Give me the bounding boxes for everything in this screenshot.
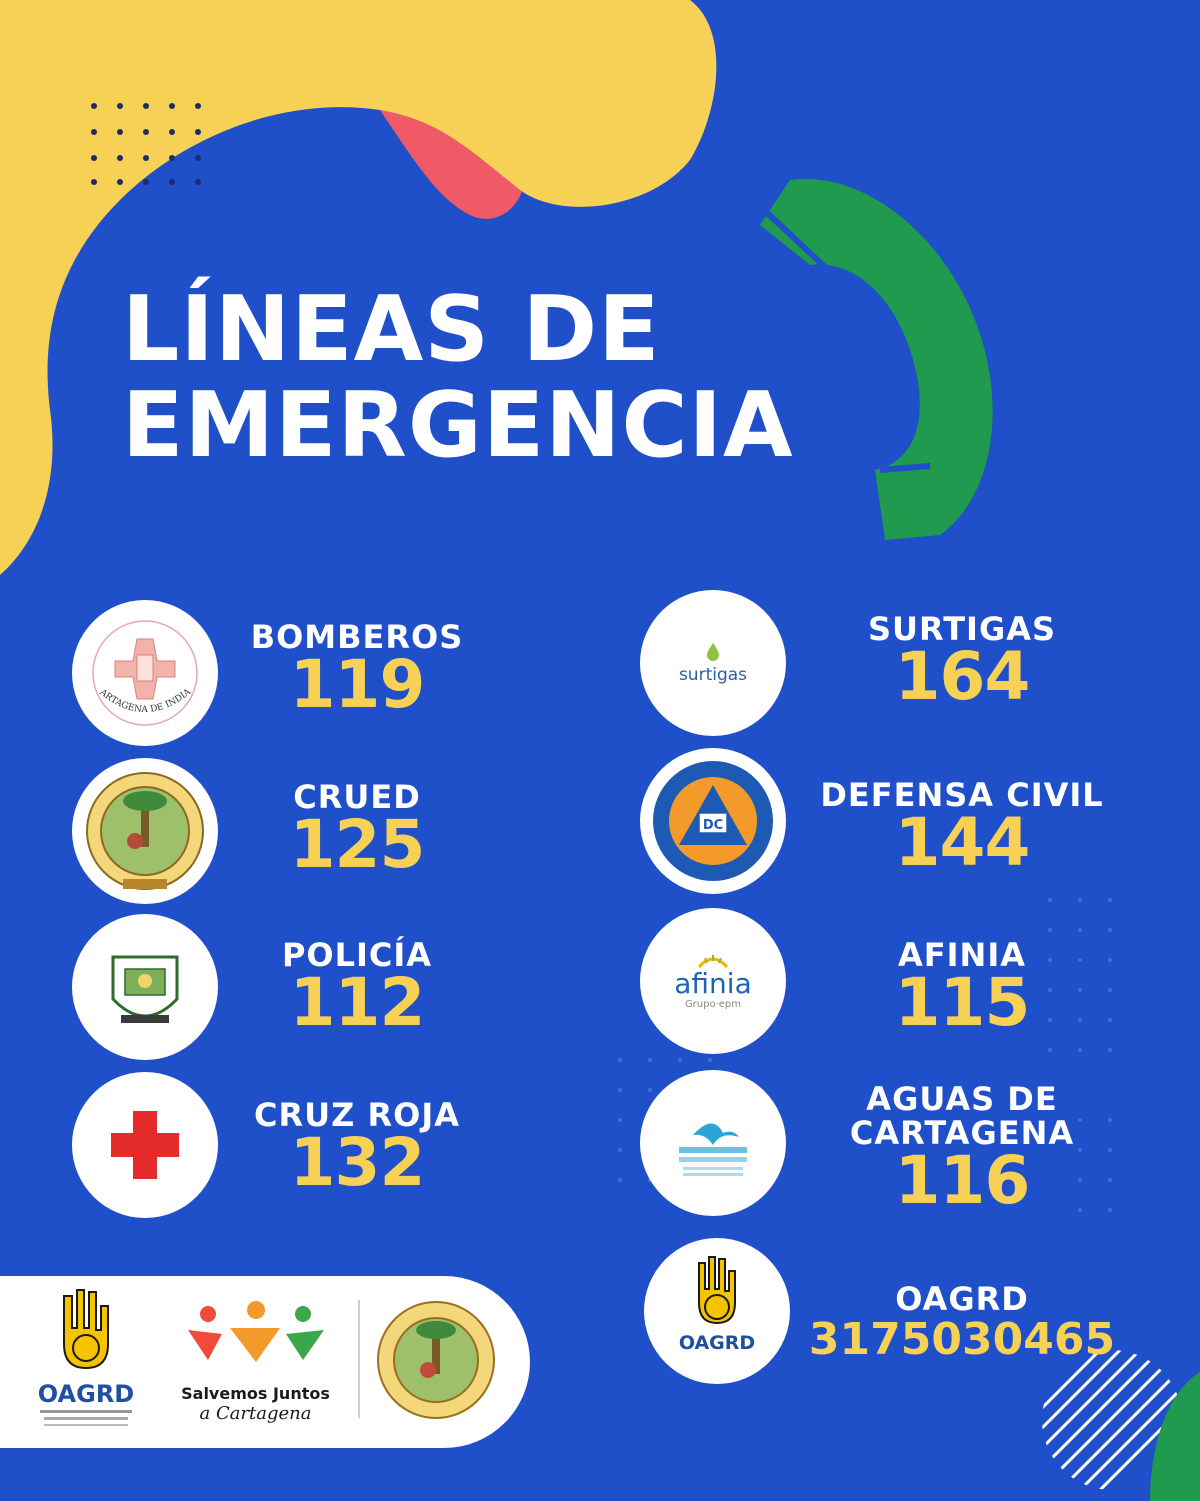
salvemos-people-icon	[188, 1301, 324, 1362]
defensa-civil-logo: DC	[640, 748, 786, 894]
crued-number[interactable]: 125	[289, 806, 426, 883]
afinia-entry: AFINIA 115	[826, 936, 1098, 1041]
surtigas-logo-text: surtigas	[678, 665, 748, 685]
cruz-roja-number[interactable]: 132	[289, 1124, 426, 1201]
afinia-logo-sub: Grupo·epm	[684, 998, 742, 1010]
crued-entry: CRUED 125	[226, 778, 488, 883]
salvemos-juntos-logo: Salvemos Juntos a Cartagena	[168, 1300, 343, 1430]
oagrd-entry: OAGRD 3175030465	[796, 1282, 1128, 1364]
policia-entry: POLICÍA 112	[226, 936, 488, 1041]
red-cross-icon	[72, 1072, 218, 1218]
aguas-name-line-2: CARTAGENA	[849, 1114, 1075, 1152]
svg-text:OAGRD: OAGRD	[38, 1380, 134, 1408]
afinia-sun-icon	[697, 954, 729, 968]
surtigas-logo: surtigas	[640, 590, 786, 736]
surtigas-name: SURTIGAS	[867, 610, 1057, 648]
surtigas-number[interactable]: 164	[894, 638, 1031, 715]
salvemos-text-line-1: Salvemos Juntos	[181, 1384, 330, 1403]
footer-cartagena-seal	[374, 1298, 498, 1422]
afinia-logo-text: afinia	[674, 966, 752, 1000]
cruz-roja-entry: CRUZ ROJA 132	[226, 1096, 488, 1201]
policia-number[interactable]: 112	[289, 964, 426, 1041]
salvemos-text-line-2: a Cartagena	[199, 1403, 312, 1424]
crued-name: CRUED	[293, 778, 421, 816]
surtigas-drop-icon	[706, 643, 719, 661]
cartagena-seal-logo	[72, 758, 218, 904]
defensa-civil-name: DEFENSA CIVIL	[820, 776, 1104, 814]
footer-oagrd-logo: OAGRD	[30, 1286, 142, 1436]
bomberos-number[interactable]: 119	[289, 646, 426, 723]
afinia-number[interactable]: 115	[894, 964, 1031, 1041]
oagrd-number[interactable]: 3175030465	[808, 1314, 1116, 1365]
aguas-name-line-1: AGUAS DE	[866, 1080, 1058, 1118]
svg-text:OAGRD: OAGRD	[679, 1332, 755, 1354]
afinia-logo: afinia Grupo·epm	[640, 908, 786, 1054]
policia-logo	[72, 914, 218, 1060]
defensa-civil-number[interactable]: 144	[894, 804, 1031, 881]
aguas-number[interactable]: 116	[894, 1142, 1031, 1219]
page-title: LÍNEAS DE EMERGENCIA	[122, 282, 794, 474]
afinia-name: AFINIA	[898, 936, 1026, 974]
aguas-de-cartagena-logo	[640, 1070, 786, 1216]
defensa-civil-entry: DEFENSA CIVIL 144	[804, 776, 1120, 881]
aguas-de-cartagena-entry: AGUAS DE CARTAGENA 116	[816, 1080, 1108, 1219]
bomberos-cartagena-logo: CARTAGENA DE INDIAS	[72, 600, 218, 746]
policia-name: POLICÍA	[281, 936, 433, 974]
oagrd-logo: OAGRD	[644, 1238, 790, 1384]
oagrd-name: OAGRD	[895, 1280, 1029, 1318]
footer-divider	[358, 1300, 360, 1418]
bomberos-name: BOMBEROS	[250, 618, 464, 656]
cruz-roja-name: CRUZ ROJA	[254, 1096, 460, 1134]
surtigas-entry: SURTIGAS 164	[826, 610, 1098, 715]
bomberos-entry: BOMBEROS 119	[226, 618, 488, 723]
svg-text:DC: DC	[703, 818, 723, 833]
title-line-1: LÍNEAS DE	[122, 277, 661, 382]
title-line-2: EMERGENCIA	[122, 373, 794, 478]
